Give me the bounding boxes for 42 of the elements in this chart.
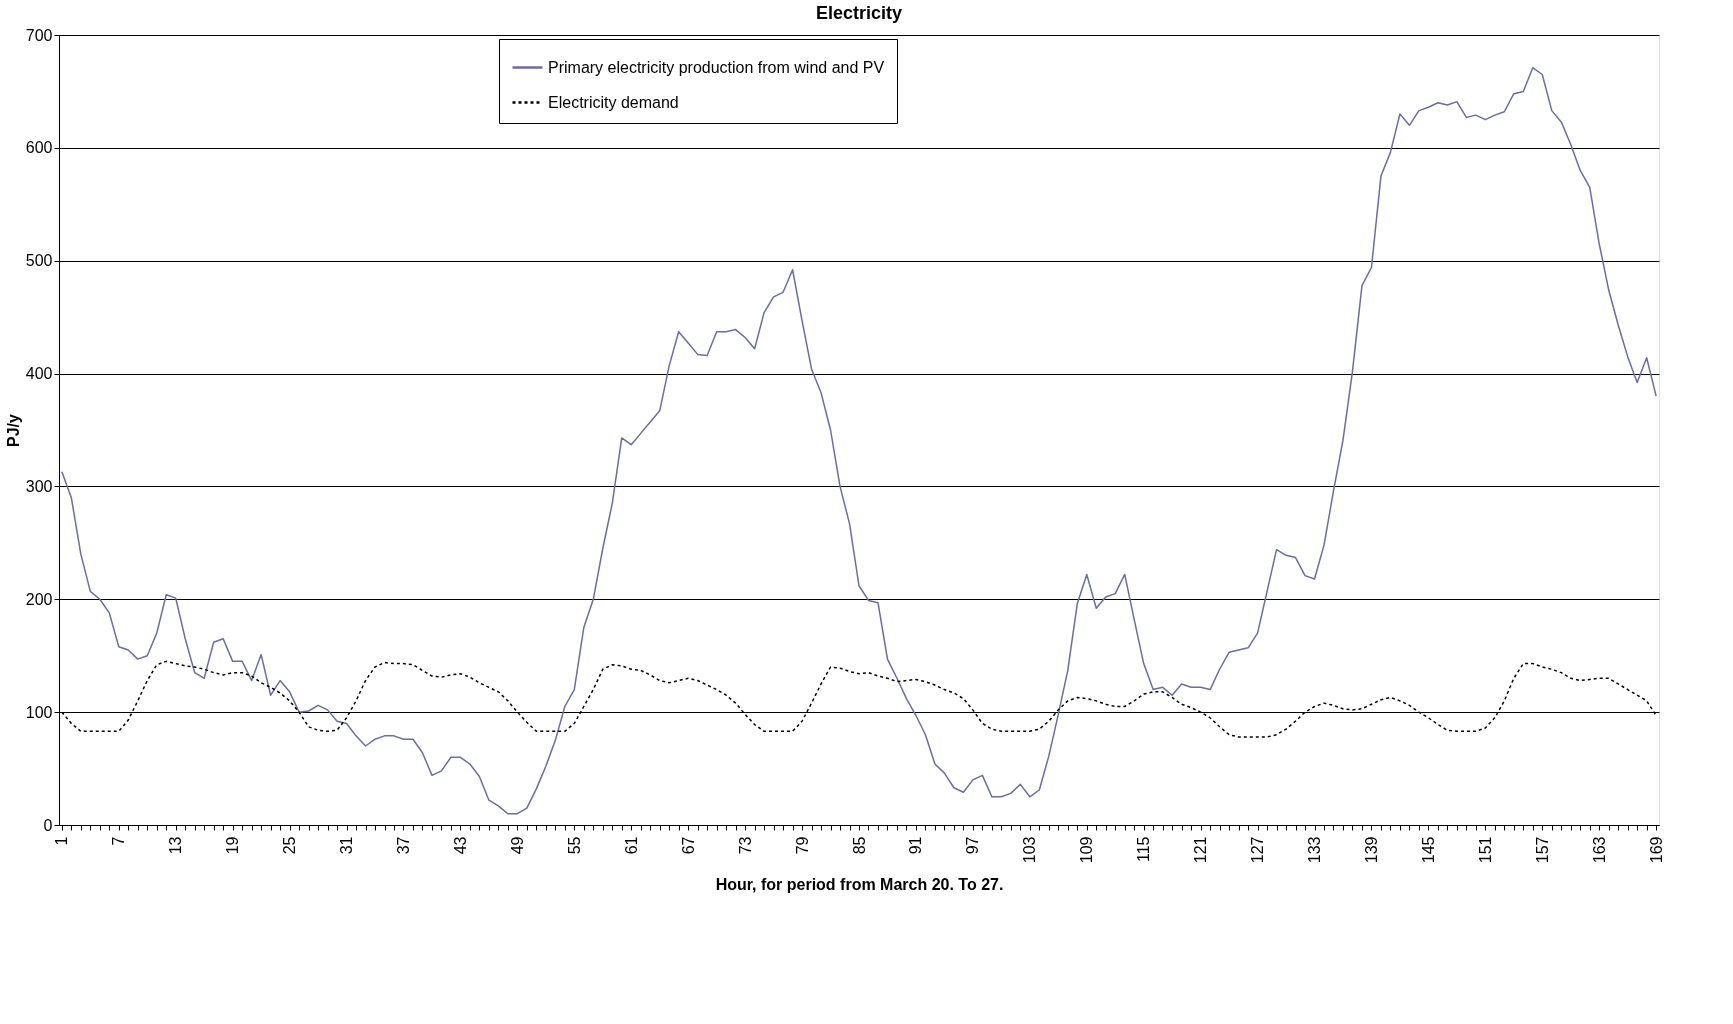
x-tick-label: 37: [394, 836, 412, 855]
x-tick-label: 43: [451, 836, 469, 855]
x-tick-label: 127: [1249, 836, 1267, 864]
y-axis-title: PJ/y: [4, 413, 22, 447]
x-tick-label: 121: [1192, 836, 1210, 864]
x-tick-label: 145: [1419, 836, 1437, 864]
x-tick-label: 19: [224, 836, 242, 855]
legend-label: Primary electricity production from wind and PV: [548, 58, 885, 76]
x-tick-label: 73: [736, 836, 754, 855]
y-tick-label: 700: [25, 26, 53, 44]
y-tick-label: 0: [43, 816, 53, 834]
x-tick-label: 1: [53, 836, 71, 846]
legend-label: Electricity demand: [548, 93, 679, 111]
x-tick-label: 109: [1078, 836, 1096, 864]
x-tick-label: 133: [1306, 836, 1324, 864]
x-tick-label: 163: [1590, 836, 1608, 864]
y-tick-label: 200: [25, 590, 53, 608]
y-tick-label: 400: [25, 365, 53, 383]
x-tick-label: 55: [565, 836, 583, 855]
x-tick-label: 31: [338, 836, 356, 855]
x-tick-label: 7: [110, 836, 128, 846]
x-tick-label: 25: [281, 836, 299, 855]
x-tick-label: 139: [1362, 836, 1380, 864]
y-tick-label: 500: [25, 252, 53, 270]
y-tick-label: 600: [25, 139, 53, 157]
x-tick-label: 79: [793, 836, 811, 855]
x-tick-label: 49: [508, 836, 526, 855]
y-tick-label: 100: [25, 703, 53, 721]
x-tick-label: 13: [167, 836, 185, 855]
x-tick-label: 91: [907, 836, 925, 855]
x-tick-label: 115: [1135, 836, 1153, 863]
x-tick-label: 151: [1476, 836, 1494, 864]
x-axis-title: Hour, for period from March 20. To 27.: [715, 876, 1004, 894]
y-tick-label: 300: [25, 477, 53, 495]
x-tick-label: 61: [622, 836, 640, 855]
x-tick-label: 67: [679, 836, 697, 855]
x-tick-label: 85: [850, 836, 868, 855]
x-tick-label: 97: [964, 836, 982, 855]
chart-title: Electricity: [815, 3, 903, 23]
x-tick-label: 103: [1021, 836, 1039, 864]
x-tick-label: 169: [1647, 836, 1665, 864]
x-tick-label: 157: [1533, 836, 1551, 864]
